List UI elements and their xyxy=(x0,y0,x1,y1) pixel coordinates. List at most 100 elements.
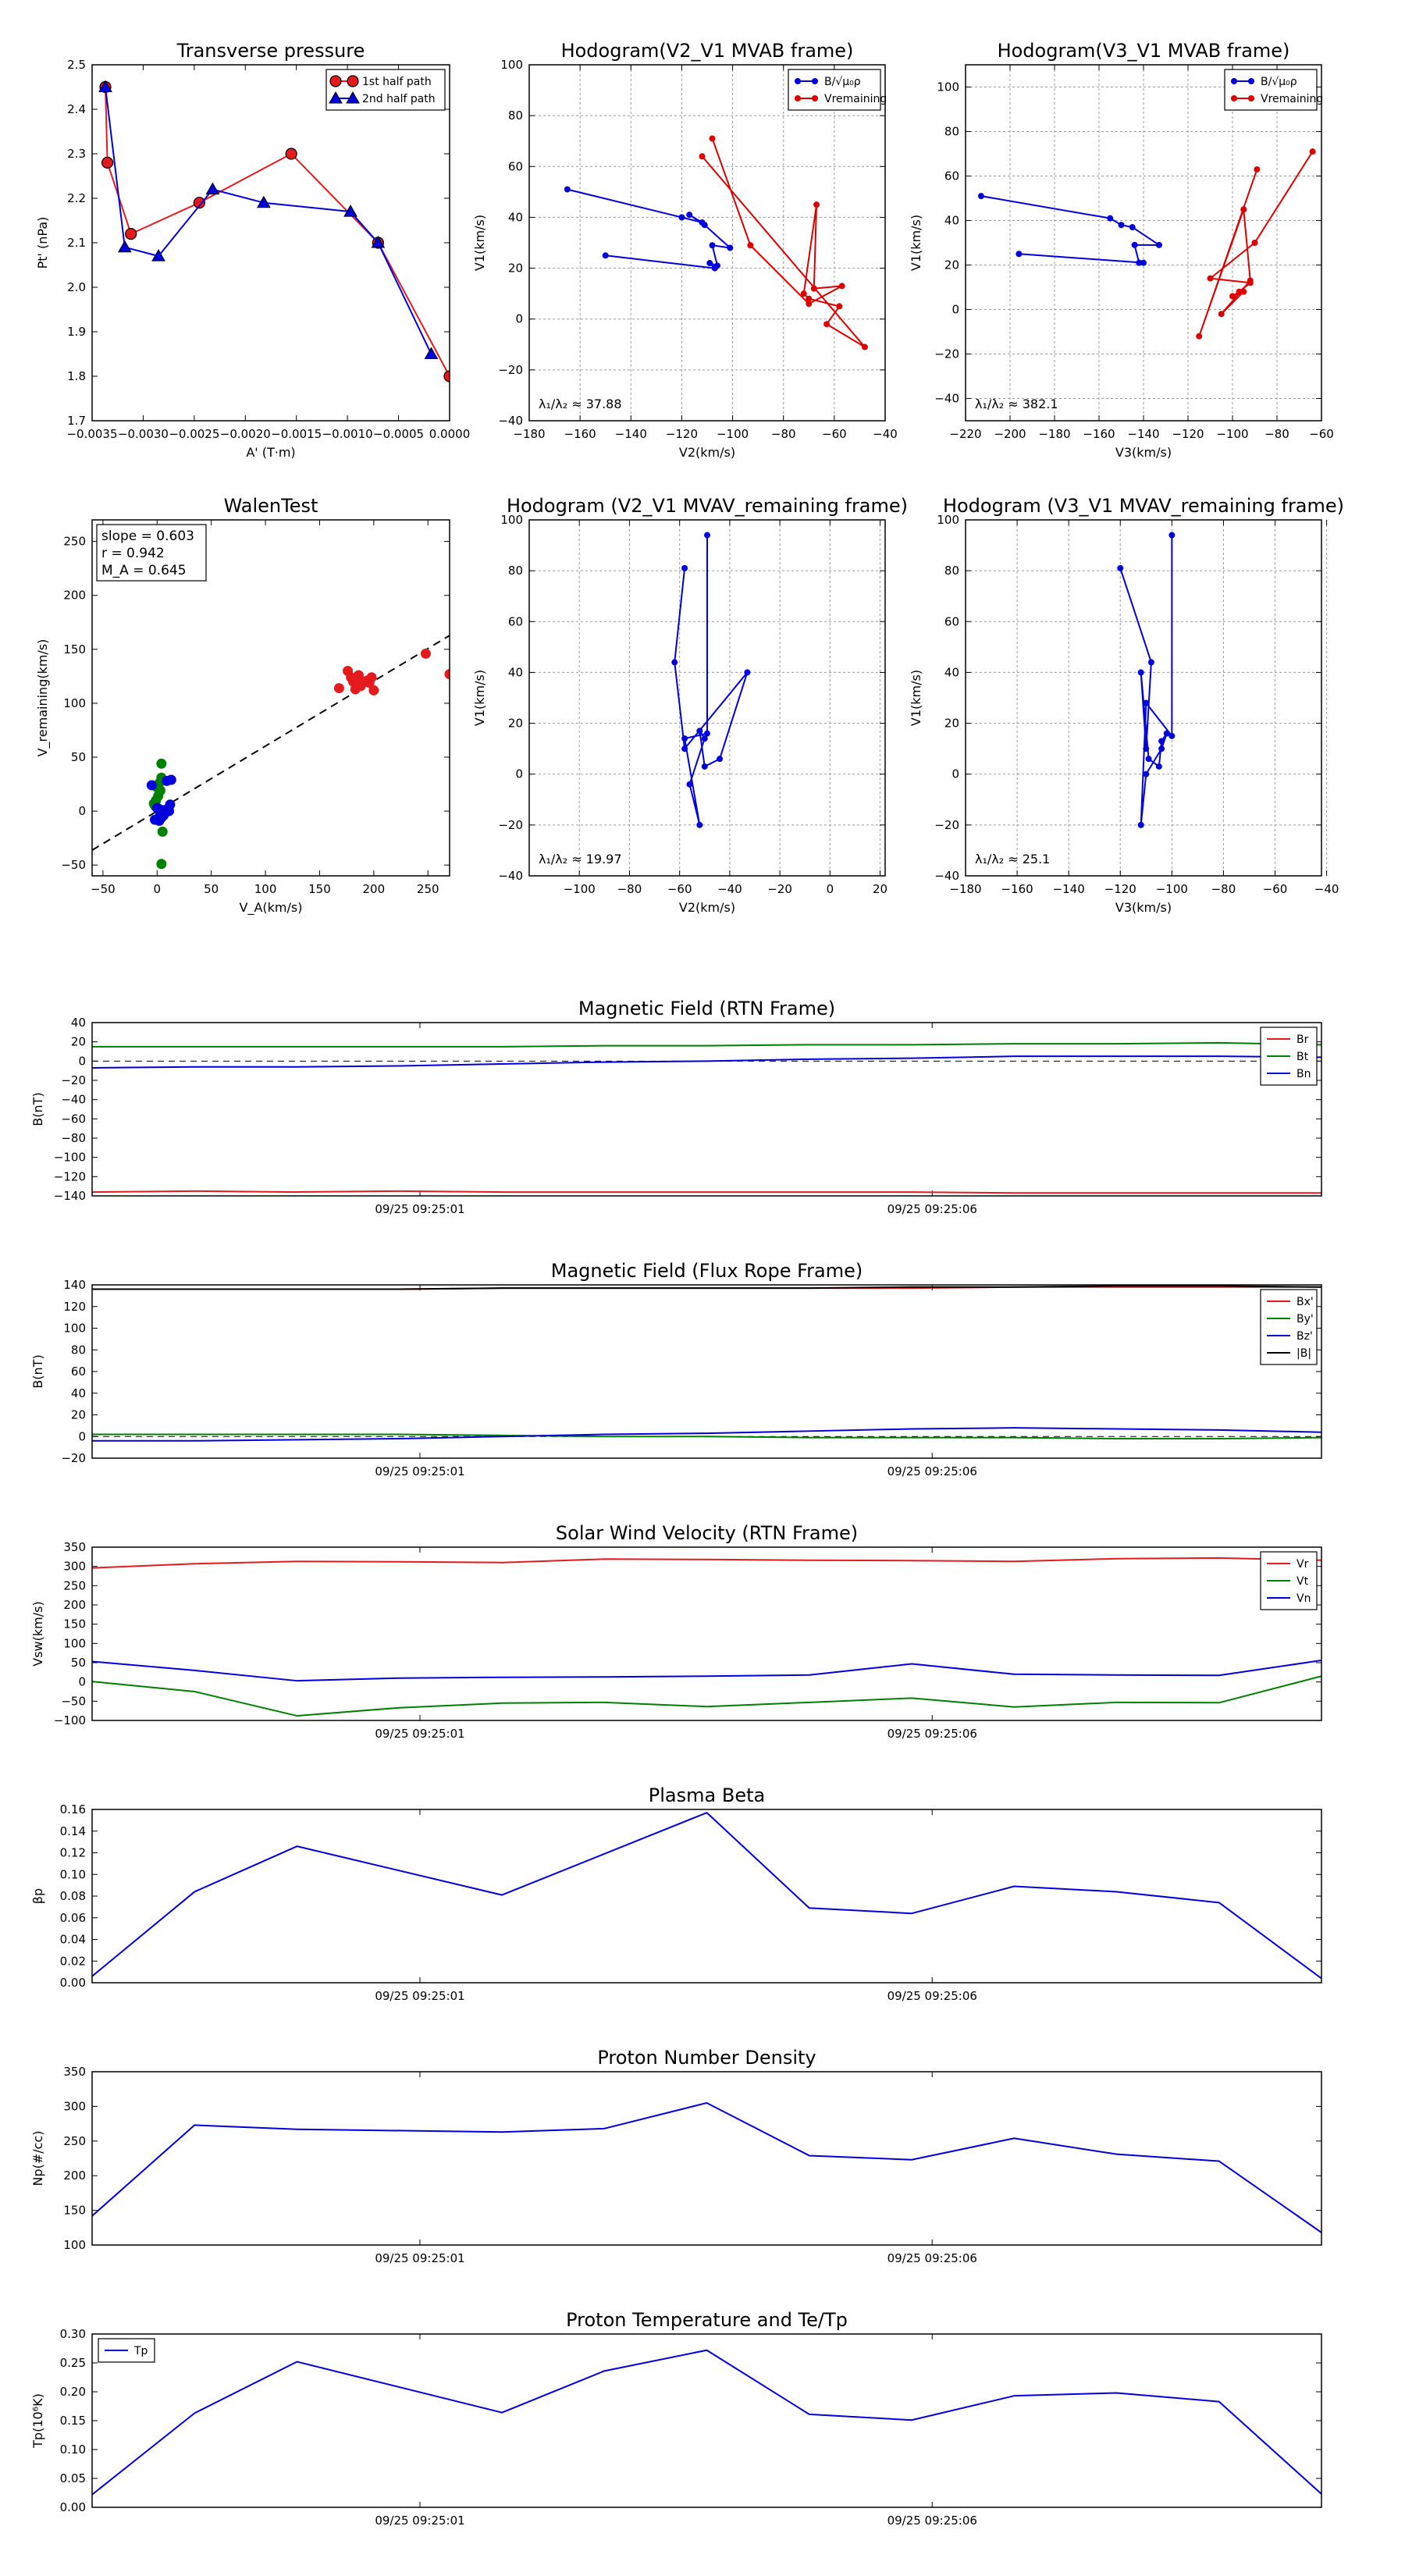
data-point xyxy=(1158,738,1165,745)
plot-frame xyxy=(91,519,450,877)
chart-hodo_v2_mvav: Hodogram (V2_V1 MVAV_remaining frame) −10… xyxy=(472,495,908,915)
x-tick-label: −200 xyxy=(994,427,1026,441)
series-line-By' xyxy=(92,1433,1321,1440)
y-tick-label: 20 xyxy=(944,258,959,272)
x-tick-label: 150 xyxy=(308,882,331,896)
data-point xyxy=(165,774,176,785)
x-tick-label: −80 xyxy=(1264,427,1289,441)
data-point xyxy=(1143,745,1150,753)
chart-transverse: Transverse pressure −0.0035 −0.0030 −0.0025… xyxy=(35,40,470,460)
y-tick-label: 2.3 xyxy=(67,147,86,161)
data-point xyxy=(699,153,706,160)
stats-box xyxy=(96,524,207,582)
y-tick-label: 0 xyxy=(78,1429,86,1443)
y-tick-label: −100 xyxy=(54,1151,86,1165)
x-tick-label: −80 xyxy=(771,427,796,441)
chart-title: Magnetic Field (Flux Rope Frame) xyxy=(551,1260,863,1282)
data-point xyxy=(681,564,688,571)
data-point xyxy=(810,285,817,292)
x-tick-label: −0.0030 xyxy=(118,427,169,441)
data-point xyxy=(686,212,693,219)
y-tick-label: 1.8 xyxy=(67,369,86,383)
x-tick-label: −160 xyxy=(564,427,596,441)
y-tick-label: 80 xyxy=(508,109,523,123)
chart-mag_fr: Magnetic Field (Flux Rope Frame) 09/25 09… xyxy=(30,1260,1322,1478)
data-point xyxy=(371,235,386,248)
y-tick-label: 150 xyxy=(63,642,86,656)
x-tick-label: 09/25 09:25:06 xyxy=(887,1464,977,1478)
y-tick-label: 0 xyxy=(515,312,523,326)
y-tick-label: 2.0 xyxy=(67,280,86,294)
series-line-Tp xyxy=(92,2349,1321,2496)
series-line-Vn xyxy=(92,1660,1321,1682)
data-point xyxy=(1143,699,1150,706)
data-point xyxy=(744,669,751,676)
plot-frame xyxy=(91,1809,1322,1984)
data-point xyxy=(696,728,703,735)
y-axis-label: V1(km/s) xyxy=(909,670,923,726)
stat-ma: M_A = 0.645 xyxy=(101,563,187,578)
data-point xyxy=(1168,732,1176,739)
data-point xyxy=(1147,659,1154,666)
chart-beta: Plasma Beta 09/25 09:25:01 09/25 09:25:06 0… xyxy=(30,1784,1322,2003)
data-point xyxy=(806,301,813,308)
series-line-Vt xyxy=(92,1675,1321,1717)
y-tick-label: 0 xyxy=(78,1054,86,1068)
y-tick-label: 100 xyxy=(937,513,959,527)
y-tick-label: 60 xyxy=(71,1364,86,1379)
x-tick-label: 09/25 09:25:01 xyxy=(375,1202,464,1216)
y-tick-label: 200 xyxy=(63,589,86,603)
x-tick-label: −140 xyxy=(615,427,647,441)
x-tick-label: 100 xyxy=(254,882,277,896)
eigen-ratio-annotation: λ₁/λ₂ ≈ 25.1 xyxy=(975,852,1050,866)
y-tick-label: 0.16 xyxy=(60,1802,86,1816)
x-tick-label: −180 xyxy=(513,427,545,441)
y-tick-label: −20 xyxy=(61,1451,86,1465)
data-point xyxy=(1229,293,1236,300)
y-tick-label: 100 xyxy=(63,2238,86,2252)
y-tick-label: 60 xyxy=(944,169,959,183)
y-tick-label: −40 xyxy=(498,414,523,428)
data-point xyxy=(686,781,693,788)
y-tick-label: 0 xyxy=(78,1675,86,1689)
chart-title: Proton Temperature and Te/Tp xyxy=(566,2309,848,2331)
data-point xyxy=(1118,222,1125,229)
y-tick-label: 100 xyxy=(63,696,86,710)
chart-vel_rtn: Solar Wind Velocity (RTN Frame) 09/25 09:… xyxy=(30,1522,1322,1741)
legend-marker xyxy=(1231,95,1237,101)
y-tick-label: −20 xyxy=(61,1073,86,1087)
legend-label: Bz' xyxy=(1297,1330,1313,1343)
data-point xyxy=(333,683,344,694)
data-point xyxy=(1207,275,1214,282)
chart-temp: Proton Temperature and Te/Tp 09/25 09:25:… xyxy=(30,2309,1322,2528)
x-tick-label: −60 xyxy=(1309,427,1334,441)
data-point xyxy=(701,735,708,742)
x-tick-label: −60 xyxy=(822,427,847,441)
y-tick-label: 0.00 xyxy=(60,1976,86,1990)
legend-label: By' xyxy=(1297,1313,1314,1325)
data-point xyxy=(1107,215,1114,222)
y-tick-label: 0.02 xyxy=(60,1954,86,1968)
eigen-ratio-annotation: λ₁/λ₂ ≈ 19.97 xyxy=(539,852,622,866)
data-point xyxy=(838,283,845,290)
y-tick-label: 0.14 xyxy=(60,1824,86,1838)
legend-marker xyxy=(1248,95,1254,101)
series-line-Bn xyxy=(92,1055,1321,1069)
y-tick-label: −140 xyxy=(54,1189,86,1203)
fit-line xyxy=(92,635,450,851)
x-tick-label: 20 xyxy=(873,882,887,896)
y-tick-label: 140 xyxy=(63,1278,86,1292)
chart-title: Hodogram(V2_V1 MVAB frame) xyxy=(561,40,854,62)
data-point xyxy=(564,186,571,193)
data-point xyxy=(1309,148,1316,155)
legend-label: 1st half path xyxy=(362,76,432,88)
plot-area xyxy=(977,148,1316,340)
legend-marker xyxy=(812,78,818,84)
x-tick-label: −0.0005 xyxy=(373,427,424,441)
y-tick-label: 0.30 xyxy=(60,2327,86,2341)
chart-walen: WalenTest −50 0 50 100 150 200 250 −50 0 50 100 150 2… xyxy=(35,495,450,916)
legend-label: Vr xyxy=(1297,1558,1309,1571)
x-tick-label: 09/25 09:25:06 xyxy=(887,1727,977,1741)
legend-marker xyxy=(329,91,343,104)
data-point xyxy=(146,780,157,791)
